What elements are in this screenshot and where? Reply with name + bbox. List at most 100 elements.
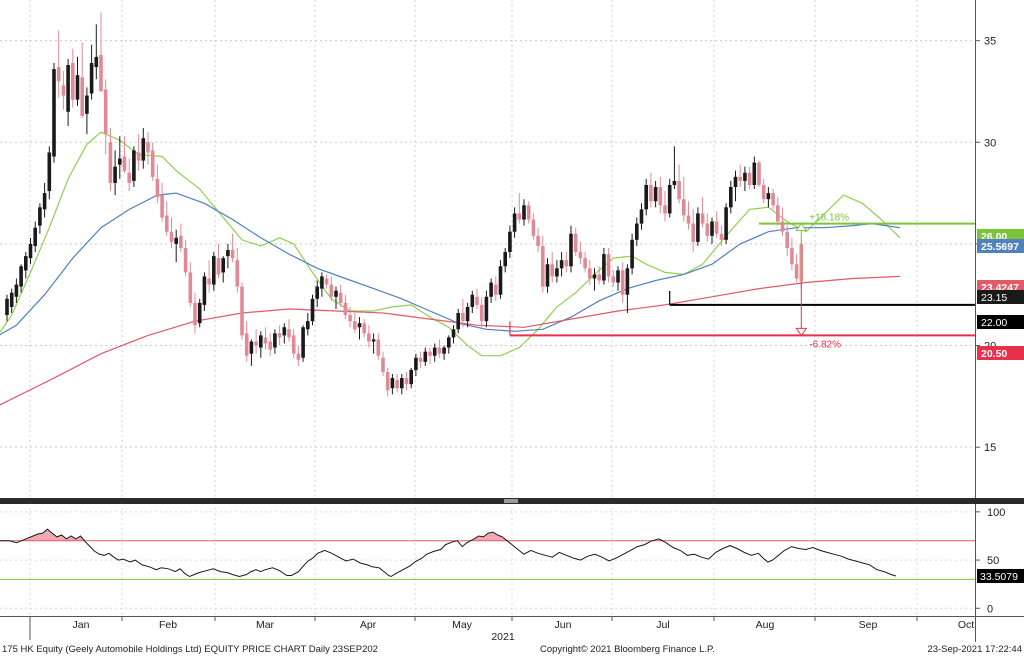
candle: [761, 178, 766, 204]
month-label: Mar: [256, 619, 275, 631]
candle-body: [447, 337, 451, 348]
candle-body: [188, 272, 193, 303]
candle: [404, 371, 409, 391]
candle: [179, 223, 183, 253]
candle: [597, 266, 601, 285]
axes: 1520253035050100JanFebMarAprMayJunJulAug…: [0, 0, 1024, 643]
candle-body: [99, 54, 103, 92]
candle: [498, 260, 503, 299]
candle-body: [155, 178, 160, 198]
candle-body: [353, 321, 357, 330]
candle-body: [28, 243, 33, 259]
annotations: +18.18% -6.82%: [795, 213, 849, 350]
candle-body: [602, 254, 606, 281]
candle: [696, 207, 700, 246]
candle-body: [531, 219, 536, 236]
candle: [132, 146, 136, 188]
candle-body: [761, 184, 766, 200]
candle-body: [240, 286, 244, 336]
candle-body: [691, 223, 695, 242]
candle: [522, 199, 526, 226]
candle: [437, 339, 442, 358]
value-tag-bg: [977, 315, 1024, 329]
candle-body: [183, 247, 188, 273]
candle-body: [75, 75, 80, 100]
candle: [193, 292, 197, 334]
candle: [254, 329, 258, 354]
candle-body: [569, 233, 573, 267]
month-label: Sep: [859, 619, 878, 631]
candle-body: [479, 304, 484, 322]
candle-body: [625, 268, 630, 295]
candle-body: [150, 150, 155, 177]
price-tick-label: 30: [984, 137, 996, 149]
candle-body: [672, 180, 677, 185]
candle: [653, 180, 658, 208]
candle: [174, 229, 178, 263]
candle: [780, 207, 785, 236]
candle: [282, 323, 287, 344]
candle-body: [630, 239, 634, 269]
candle: [719, 225, 724, 246]
candle: [329, 276, 334, 301]
candle-body: [550, 264, 554, 277]
candle-body: [729, 187, 733, 208]
candle-body: [320, 276, 324, 289]
candle: [122, 136, 127, 173]
candle: [47, 146, 52, 200]
candle-body: [47, 152, 52, 192]
value-tag-bg: [977, 346, 1024, 360]
rsi-value-tag: 33.5079: [977, 568, 1024, 583]
candle: [235, 247, 240, 293]
candle: [263, 327, 268, 350]
candle: [611, 270, 616, 287]
candle-body: [461, 313, 465, 322]
candle-body: [451, 329, 456, 338]
candle: [357, 317, 362, 340]
candle: [409, 367, 413, 389]
candle-body: [597, 274, 601, 281]
candle-body: [536, 235, 540, 246]
candle: [691, 209, 695, 253]
candle-body: [165, 215, 169, 232]
price-levels: [509, 222, 975, 337]
candle: [559, 252, 564, 277]
candle-body: [216, 258, 221, 275]
candle-body: [578, 252, 583, 259]
candle: [700, 197, 705, 228]
candle-body: [212, 256, 216, 285]
candle: [550, 252, 554, 283]
rsi-tick-label: 50: [987, 555, 999, 567]
candle: [52, 63, 56, 163]
candle-body: [338, 292, 343, 303]
move-arrow-head: [795, 222, 808, 232]
candle-body: [503, 252, 507, 267]
candle: [414, 353, 418, 377]
candle: [320, 272, 324, 297]
candle: [418, 351, 423, 368]
candle-body: [33, 227, 37, 246]
candle-body: [409, 369, 413, 385]
panel-resize-handle: [504, 499, 518, 503]
candle: [470, 290, 475, 314]
price-grid: [0, 0, 975, 498]
candle-body: [677, 180, 681, 200]
candle-body: [649, 184, 653, 202]
candle-body: [696, 213, 700, 242]
candle-body: [606, 254, 611, 277]
candle-body: [752, 162, 757, 185]
candle: [9, 288, 14, 314]
candle-body: [108, 142, 113, 183]
candle: [531, 213, 536, 240]
candle: [108, 128, 113, 192]
candle: [592, 268, 597, 291]
month-label: Apr: [360, 619, 377, 631]
candle: [268, 333, 272, 356]
candle: [508, 225, 512, 259]
candle-body: [94, 56, 99, 68]
rsi-grid: [0, 508, 975, 616]
candle-body: [141, 138, 146, 161]
candle: [141, 128, 146, 169]
candle: [644, 178, 648, 216]
candle-body: [348, 315, 352, 322]
